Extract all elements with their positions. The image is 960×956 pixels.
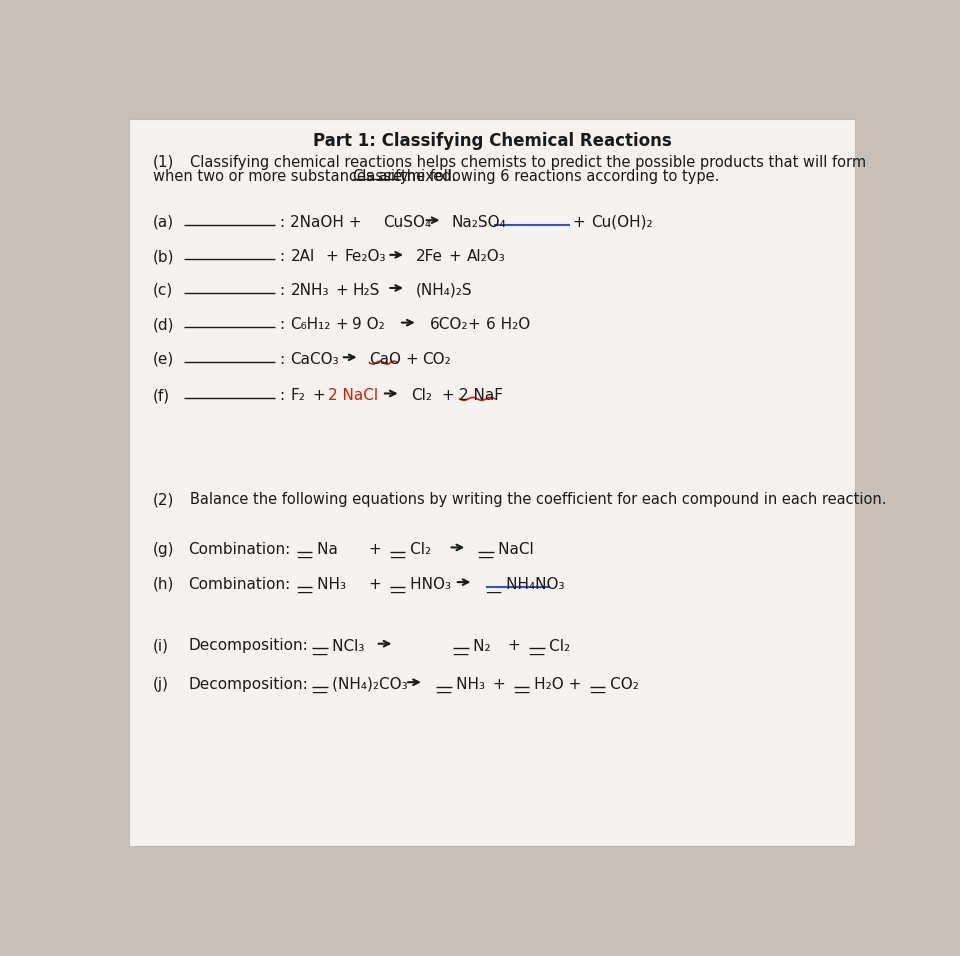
Text: CO₂: CO₂ [422,352,451,367]
Text: (a): (a) [153,215,174,229]
Text: (i): (i) [153,639,169,653]
Text: __ (NH₄)₂CO₃: __ (NH₄)₂CO₃ [312,677,408,693]
Text: +: + [335,283,348,297]
Text: when two or more substances are mixed.: when two or more substances are mixed. [153,168,456,184]
Text: :: : [278,352,284,367]
Text: Combination:: Combination: [188,576,291,592]
Text: Fe₂O₃: Fe₂O₃ [345,250,386,265]
Text: +: + [335,317,348,333]
Text: __ HNO₃: __ HNO₃ [390,576,450,593]
Text: 9 O₂: 9 O₂ [352,317,385,333]
Text: __ Cl₂: __ Cl₂ [390,542,431,558]
Text: Na₂SO₄: Na₂SO₄ [452,215,507,229]
Text: 6CO₂: 6CO₂ [430,317,468,333]
Text: Classify: Classify [352,168,409,184]
Text: C₆H₁₂: C₆H₁₂ [291,317,331,333]
Text: (f): (f) [153,388,170,403]
Text: (j): (j) [153,677,169,692]
Text: Part 1: Classifying Chemical Reactions: Part 1: Classifying Chemical Reactions [313,132,671,150]
Text: (2): (2) [153,492,174,507]
Text: __ NH₃: __ NH₃ [297,576,346,593]
Text: 2Al: 2Al [291,250,315,265]
Text: Classifying chemical reactions helps chemists to predict the possible products t: Classifying chemical reactions helps che… [190,155,866,170]
Text: +: + [508,639,520,653]
Text: Balance the following equations by writing the coefficient for each compound in : Balance the following equations by writi… [190,492,886,507]
Text: 2 NaCl: 2 NaCl [327,388,378,403]
Text: H₂S: H₂S [352,283,380,297]
Text: CuSO₄: CuSO₄ [383,215,432,229]
Text: Cu(OH)₂: Cu(OH)₂ [591,215,653,229]
Text: __ Na: __ Na [297,542,338,558]
Text: 2Fe: 2Fe [416,250,444,265]
Text: (c): (c) [153,283,173,297]
Text: Combination:: Combination: [188,542,291,557]
Text: CaCO₃: CaCO₃ [291,352,339,367]
Text: 6 H₂O: 6 H₂O [486,317,530,333]
Text: +: + [368,576,381,592]
Text: (g): (g) [153,542,174,557]
Text: :: : [278,388,284,403]
Text: 2 NaF: 2 NaF [460,388,503,403]
Text: __ Cl₂: __ Cl₂ [529,639,570,655]
Text: __ NaCl: __ NaCl [478,542,534,558]
Text: +: + [368,542,381,557]
Text: (d): (d) [153,317,174,333]
Text: __ N₂: __ N₂ [453,639,491,655]
Text: __ CO₂: __ CO₂ [589,677,638,693]
Text: the following 6 reactions according to type.: the following 6 reactions according to t… [400,168,719,184]
Text: :: : [278,215,284,229]
Text: :: : [278,283,284,297]
Text: +: + [442,388,454,403]
Text: +: + [312,388,324,403]
Text: Cl₂: Cl₂ [411,388,432,403]
Text: (1): (1) [153,155,174,170]
Text: +: + [468,317,480,333]
Text: +: + [572,215,586,229]
Text: __ NCl₃: __ NCl₃ [312,639,365,655]
Text: +: + [325,250,338,265]
Text: Decomposition:: Decomposition: [188,677,308,692]
Text: __ NH₃: __ NH₃ [436,677,485,693]
Text: Al₂O₃: Al₂O₃ [468,250,506,265]
Text: F₂: F₂ [291,388,305,403]
Text: +: + [405,352,418,367]
FancyBboxPatch shape [130,120,854,846]
Text: :: : [278,250,284,265]
Text: (b): (b) [153,250,174,265]
Text: CaO: CaO [370,352,401,367]
Text: :: : [278,317,284,333]
Text: 2NaOH +: 2NaOH + [291,215,362,229]
Text: __ H₂O +: __ H₂O + [514,677,581,693]
Text: (e): (e) [153,352,174,367]
Text: (NH₄)₂S: (NH₄)₂S [416,283,472,297]
Text: +: + [492,677,505,692]
Text: (h): (h) [153,576,174,592]
Text: +: + [448,250,462,265]
Text: Decomposition:: Decomposition: [188,639,308,653]
Text: 2NH₃: 2NH₃ [291,283,329,297]
Text: __ NH₄NO₃: __ NH₄NO₃ [486,576,564,593]
